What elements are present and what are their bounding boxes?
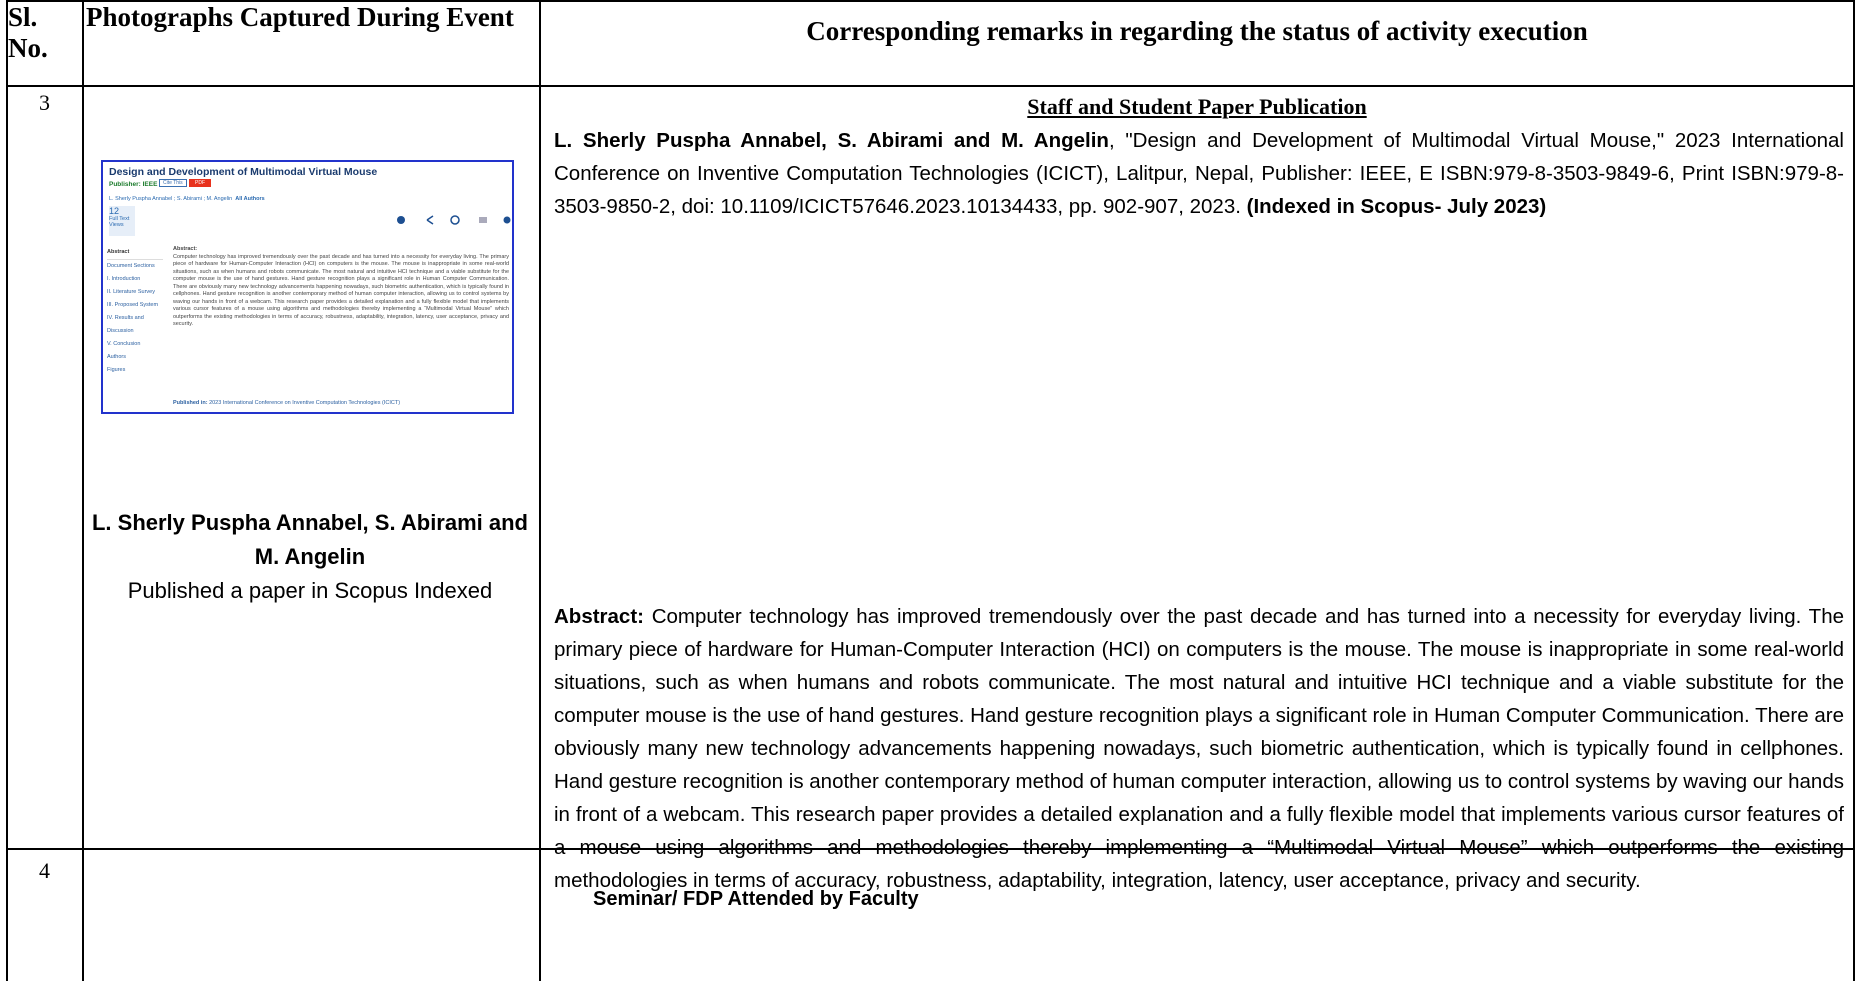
thumb-authors: L. Sherly Puspha Annabel ; S. Abirami ; … — [109, 196, 265, 202]
thumb-button: PDF — [189, 179, 211, 187]
citation-text: , "Design and Development of Multimodal … — [554, 129, 1844, 218]
rule — [539, 0, 541, 981]
thumb-abstract: Abstract: Computer technology has improv… — [173, 246, 509, 329]
citation-index: (Indexed in Scopus- July 2023) — [1246, 195, 1547, 218]
thumb-published-in: 2023 International Conference on Inventi… — [209, 400, 401, 406]
thumb-abstract-text: Computer technology has improved tremend… — [173, 253, 509, 328]
serial: 4 — [39, 858, 50, 883]
thumb-publisher: Publisher: IEEE — [109, 181, 158, 188]
rule — [6, 0, 8, 981]
citation-authors: L. Sherly Puspha Annabel, S. Abirami and… — [554, 129, 1109, 152]
caption-text: Published a paper in Scopus Indexed Conf… — [127, 578, 493, 603]
thumb-views-label: Full Text Views — [109, 216, 130, 228]
thumb-sidebar-item: III. Proposed System — [107, 302, 159, 308]
rule — [6, 85, 1854, 87]
abstract-text: Computer technology has improved tremend… — [554, 605, 1844, 892]
thumb-published: Published in: 2023 International Confere… — [173, 400, 400, 406]
thumb-views: 12 Full Text Views — [109, 206, 135, 236]
header-cell: Photographs Captured During Event — [86, 2, 514, 32]
thumb-sidebar-item: IV. Results and Discussion — [107, 315, 144, 334]
rule — [1853, 0, 1855, 981]
thumb-sidebar-item: Abstract — [107, 246, 163, 260]
thumb-published-label: Published in: — [173, 400, 208, 406]
rule — [6, 848, 1854, 850]
thumb-views-count: 12 — [109, 206, 120, 216]
thumb-icons — [397, 215, 511, 225]
abstract-label: Abstract: — [554, 605, 644, 628]
icon — [479, 217, 487, 223]
section-heading: Seminar/ FDP Attended by Faculty — [593, 888, 919, 910]
thumb-all-authors: All Authors — [235, 196, 265, 202]
thumb-sidebar-item: V. Conclusion — [107, 341, 141, 347]
icon — [426, 215, 434, 225]
thumb-sidebar-item: Authors — [107, 354, 126, 360]
thumb-abstract-heading: Abstract: — [173, 246, 198, 252]
rule — [82, 0, 84, 981]
citation: L. Sherly Puspha Annabel, S. Abirami and… — [554, 124, 1844, 223]
rule — [6, 0, 1854, 2]
thumb-sidebar-item: II. Literature Survey — [107, 289, 155, 295]
icon — [503, 216, 511, 224]
caption-authors: L. Sherly Puspha Annabel, S. Abirami and… — [91, 510, 528, 569]
thumb-title: Design and Development of Multimodal Vir… — [109, 166, 378, 178]
thumb-sidebar: Abstract Document Sections I. Introduction… — [107, 246, 163, 377]
section-heading: Staff and Student Paper Publication — [1027, 94, 1367, 119]
icon — [450, 215, 460, 225]
thumb-sidebar-item: Figures — [107, 367, 126, 373]
thumb-button: Cite This — [159, 179, 187, 187]
icon — [397, 216, 405, 224]
photo-caption: L. Sherly Puspha Annabel, S. Abirami and… — [90, 506, 530, 610]
screenshot-thumbnail: Design and Development of Multimodal Vir… — [101, 160, 514, 414]
serial: 3 — [39, 90, 50, 115]
thumb-sidebar-item: Document Sections — [107, 263, 155, 269]
header-cell: Corresponding remarks in regarding the s… — [806, 16, 1588, 46]
thumb-sidebar-item: I. Introduction — [107, 276, 141, 282]
abstract: Abstract: Computer technology has improv… — [554, 600, 1844, 897]
thumb-author-list: L. Sherly Puspha Annabel ; S. Abirami ; … — [109, 196, 233, 202]
header-cell: Sl. No. — [8, 2, 48, 63]
